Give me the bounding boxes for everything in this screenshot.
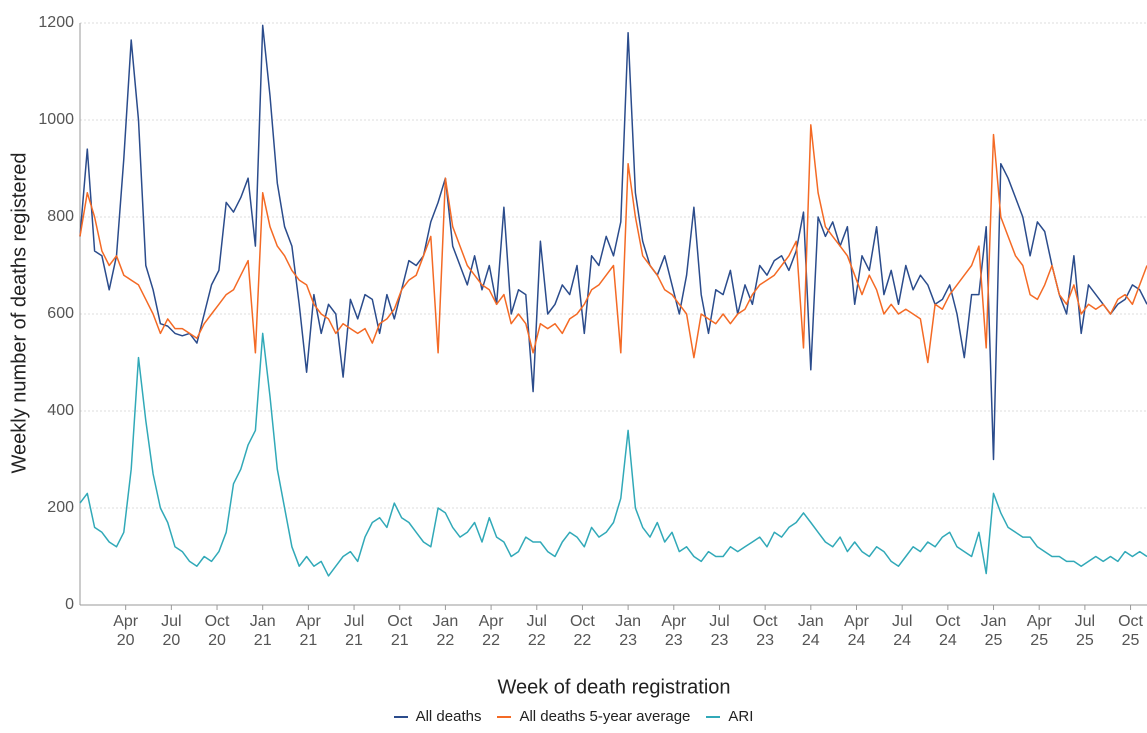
x-tick-label: Jul 21 [343, 613, 365, 649]
y-tick-label: 1000 [38, 111, 74, 128]
x-tick-label: Apr 21 [295, 613, 321, 649]
legend-swatch [706, 716, 721, 719]
x-tick-label: Jan 21 [249, 613, 276, 649]
y-tick-label: 200 [47, 499, 74, 516]
x-tick-label: Jan 24 [797, 613, 824, 649]
legend-item: All deaths 5-year average [493, 708, 694, 725]
series-line [79, 124, 1147, 364]
x-tick-label: Oct 24 [935, 613, 961, 649]
x-tick-label: Jul 20 [161, 613, 182, 649]
x-tick-label: Jul 25 [1074, 613, 1096, 649]
y-tick-label: 0 [65, 596, 74, 613]
x-tick-label: Apr 24 [844, 613, 869, 649]
legend-label: All deaths [415, 708, 482, 725]
y-tick-label: 400 [47, 402, 74, 419]
legend-item: ARI [702, 708, 757, 725]
x-tick-label: Oct 20 [204, 613, 230, 649]
x-axis-title: Week of death registration [497, 676, 730, 698]
legend-label: All deaths 5-year average [519, 708, 691, 725]
x-tick-label: Jul 22 [526, 613, 547, 649]
series-line [79, 24, 1147, 461]
x-tick-label: Apr 25 [1026, 613, 1052, 649]
x-tick-label: Apr 20 [113, 613, 139, 649]
legend: All deaths All deaths 5-year average ARI [0, 708, 1147, 725]
x-tick-label: Oct 23 [752, 613, 778, 649]
x-tick-label: Jul 23 [709, 613, 730, 649]
y-tick-label: 1200 [38, 14, 74, 31]
x-tick-label: Oct 21 [387, 613, 413, 649]
legend-label: ARI [728, 708, 754, 725]
legend-item: All deaths [390, 708, 486, 725]
y-axis-title: Weekly number of deaths registered [8, 153, 30, 474]
x-tick-label: Jan 25 [980, 613, 1007, 649]
x-tick-label: Jan 23 [615, 613, 641, 649]
x-tick-label: Jul 24 [891, 613, 913, 649]
y-tick-label: 600 [47, 305, 74, 322]
legend-swatch [393, 716, 408, 719]
x-tick-label: Apr 22 [478, 613, 504, 649]
x-tick-label: Oct 25 [1118, 613, 1143, 649]
x-tick-label: Oct 22 [569, 613, 595, 649]
series-line [79, 332, 1147, 577]
legend-swatch [497, 716, 512, 719]
x-tick-label: Jan 22 [432, 613, 459, 649]
x-tick-label: Apr 23 [661, 613, 687, 649]
y-tick-label: 800 [47, 208, 74, 225]
